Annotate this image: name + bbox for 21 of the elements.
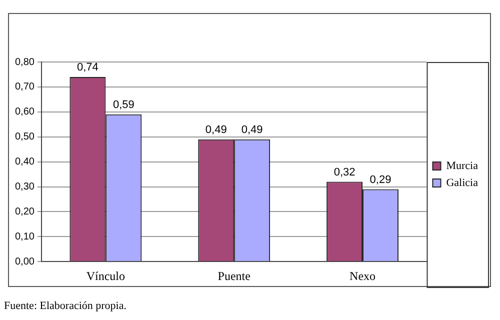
x-tick-label: Vínculo	[86, 268, 126, 283]
y-tick-label: 0,60	[14, 106, 35, 118]
legend-label: Murcia	[446, 160, 478, 172]
y-tick-label: 0,80	[14, 56, 35, 68]
y-tick-label: 0,40	[14, 156, 35, 168]
y-tick-label: 0,70	[14, 82, 35, 93]
data-label: 0,49	[241, 124, 263, 136]
legend-label: Galicia	[446, 176, 478, 189]
y-tick-label: 0,50	[14, 132, 35, 143]
data-label: 0,49	[205, 124, 227, 136]
x-tick-label: Nexo	[350, 268, 376, 283]
data-label: 0,29	[370, 174, 392, 186]
source-note: Fuente: Elaboración propia.	[4, 300, 126, 312]
data-label: 0,59	[112, 98, 134, 111]
data-label: 0,32	[334, 166, 356, 178]
y-tick-label: 0,20	[14, 206, 35, 218]
y-tick-label: 0,30	[14, 182, 35, 192]
y-tick-label: 0,00	[14, 256, 35, 268]
y-tick-label: 0,10	[14, 231, 35, 242]
data-label: 0,74	[76, 62, 98, 74]
x-tick-label: Puente	[218, 268, 250, 283]
